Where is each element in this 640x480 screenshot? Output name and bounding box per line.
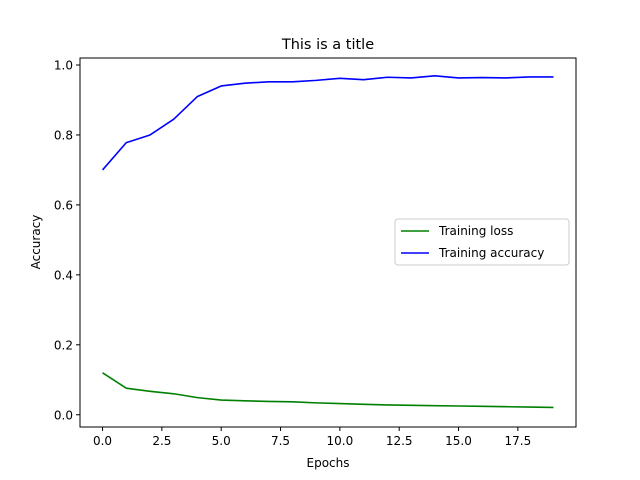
x-axis-title: Epochs — [307, 456, 350, 470]
series-layer — [101, 75, 554, 409]
chart-title: This is a title — [281, 37, 374, 53]
series-line-training-accuracy — [101, 75, 554, 171]
y-tick-label: 0.6 — [54, 198, 73, 212]
plot-frame — [79, 57, 577, 428]
x-tick-label: 15.0 — [445, 434, 472, 448]
series-line-training-loss — [102, 372, 554, 409]
x-tick-label: 5.0 — [212, 434, 231, 448]
y-axis-title: Accuracy — [29, 215, 43, 270]
x-tick-label: 0.0 — [93, 434, 112, 448]
legend: Training loss Training accuracy — [394, 218, 570, 266]
y-tick-label: 0.8 — [54, 128, 73, 142]
x-tick-label: 17.5 — [504, 434, 531, 448]
x-axis: 0.0 2.5 5.0 7.5 10.0 12.5 15.0 17.5 — [93, 427, 531, 448]
y-tick-label: 1.0 — [54, 58, 73, 72]
y-axis: 0.0 0.2 0.4 0.6 0.8 1.0 — [54, 58, 80, 422]
x-tick-label: 10.0 — [327, 434, 354, 448]
x-tick-label: 7.5 — [271, 434, 290, 448]
x-tick-label: 12.5 — [386, 434, 413, 448]
y-tick-label: 0.0 — [54, 408, 73, 422]
y-tick-label: 0.4 — [54, 268, 73, 282]
legend-label-training-accuracy: Training accuracy — [438, 246, 544, 260]
y-tick-label: 0.2 — [54, 338, 73, 352]
legend-label-training-loss: Training loss — [438, 224, 513, 238]
x-tick-label: 2.5 — [152, 434, 171, 448]
legend-box — [394, 218, 570, 266]
